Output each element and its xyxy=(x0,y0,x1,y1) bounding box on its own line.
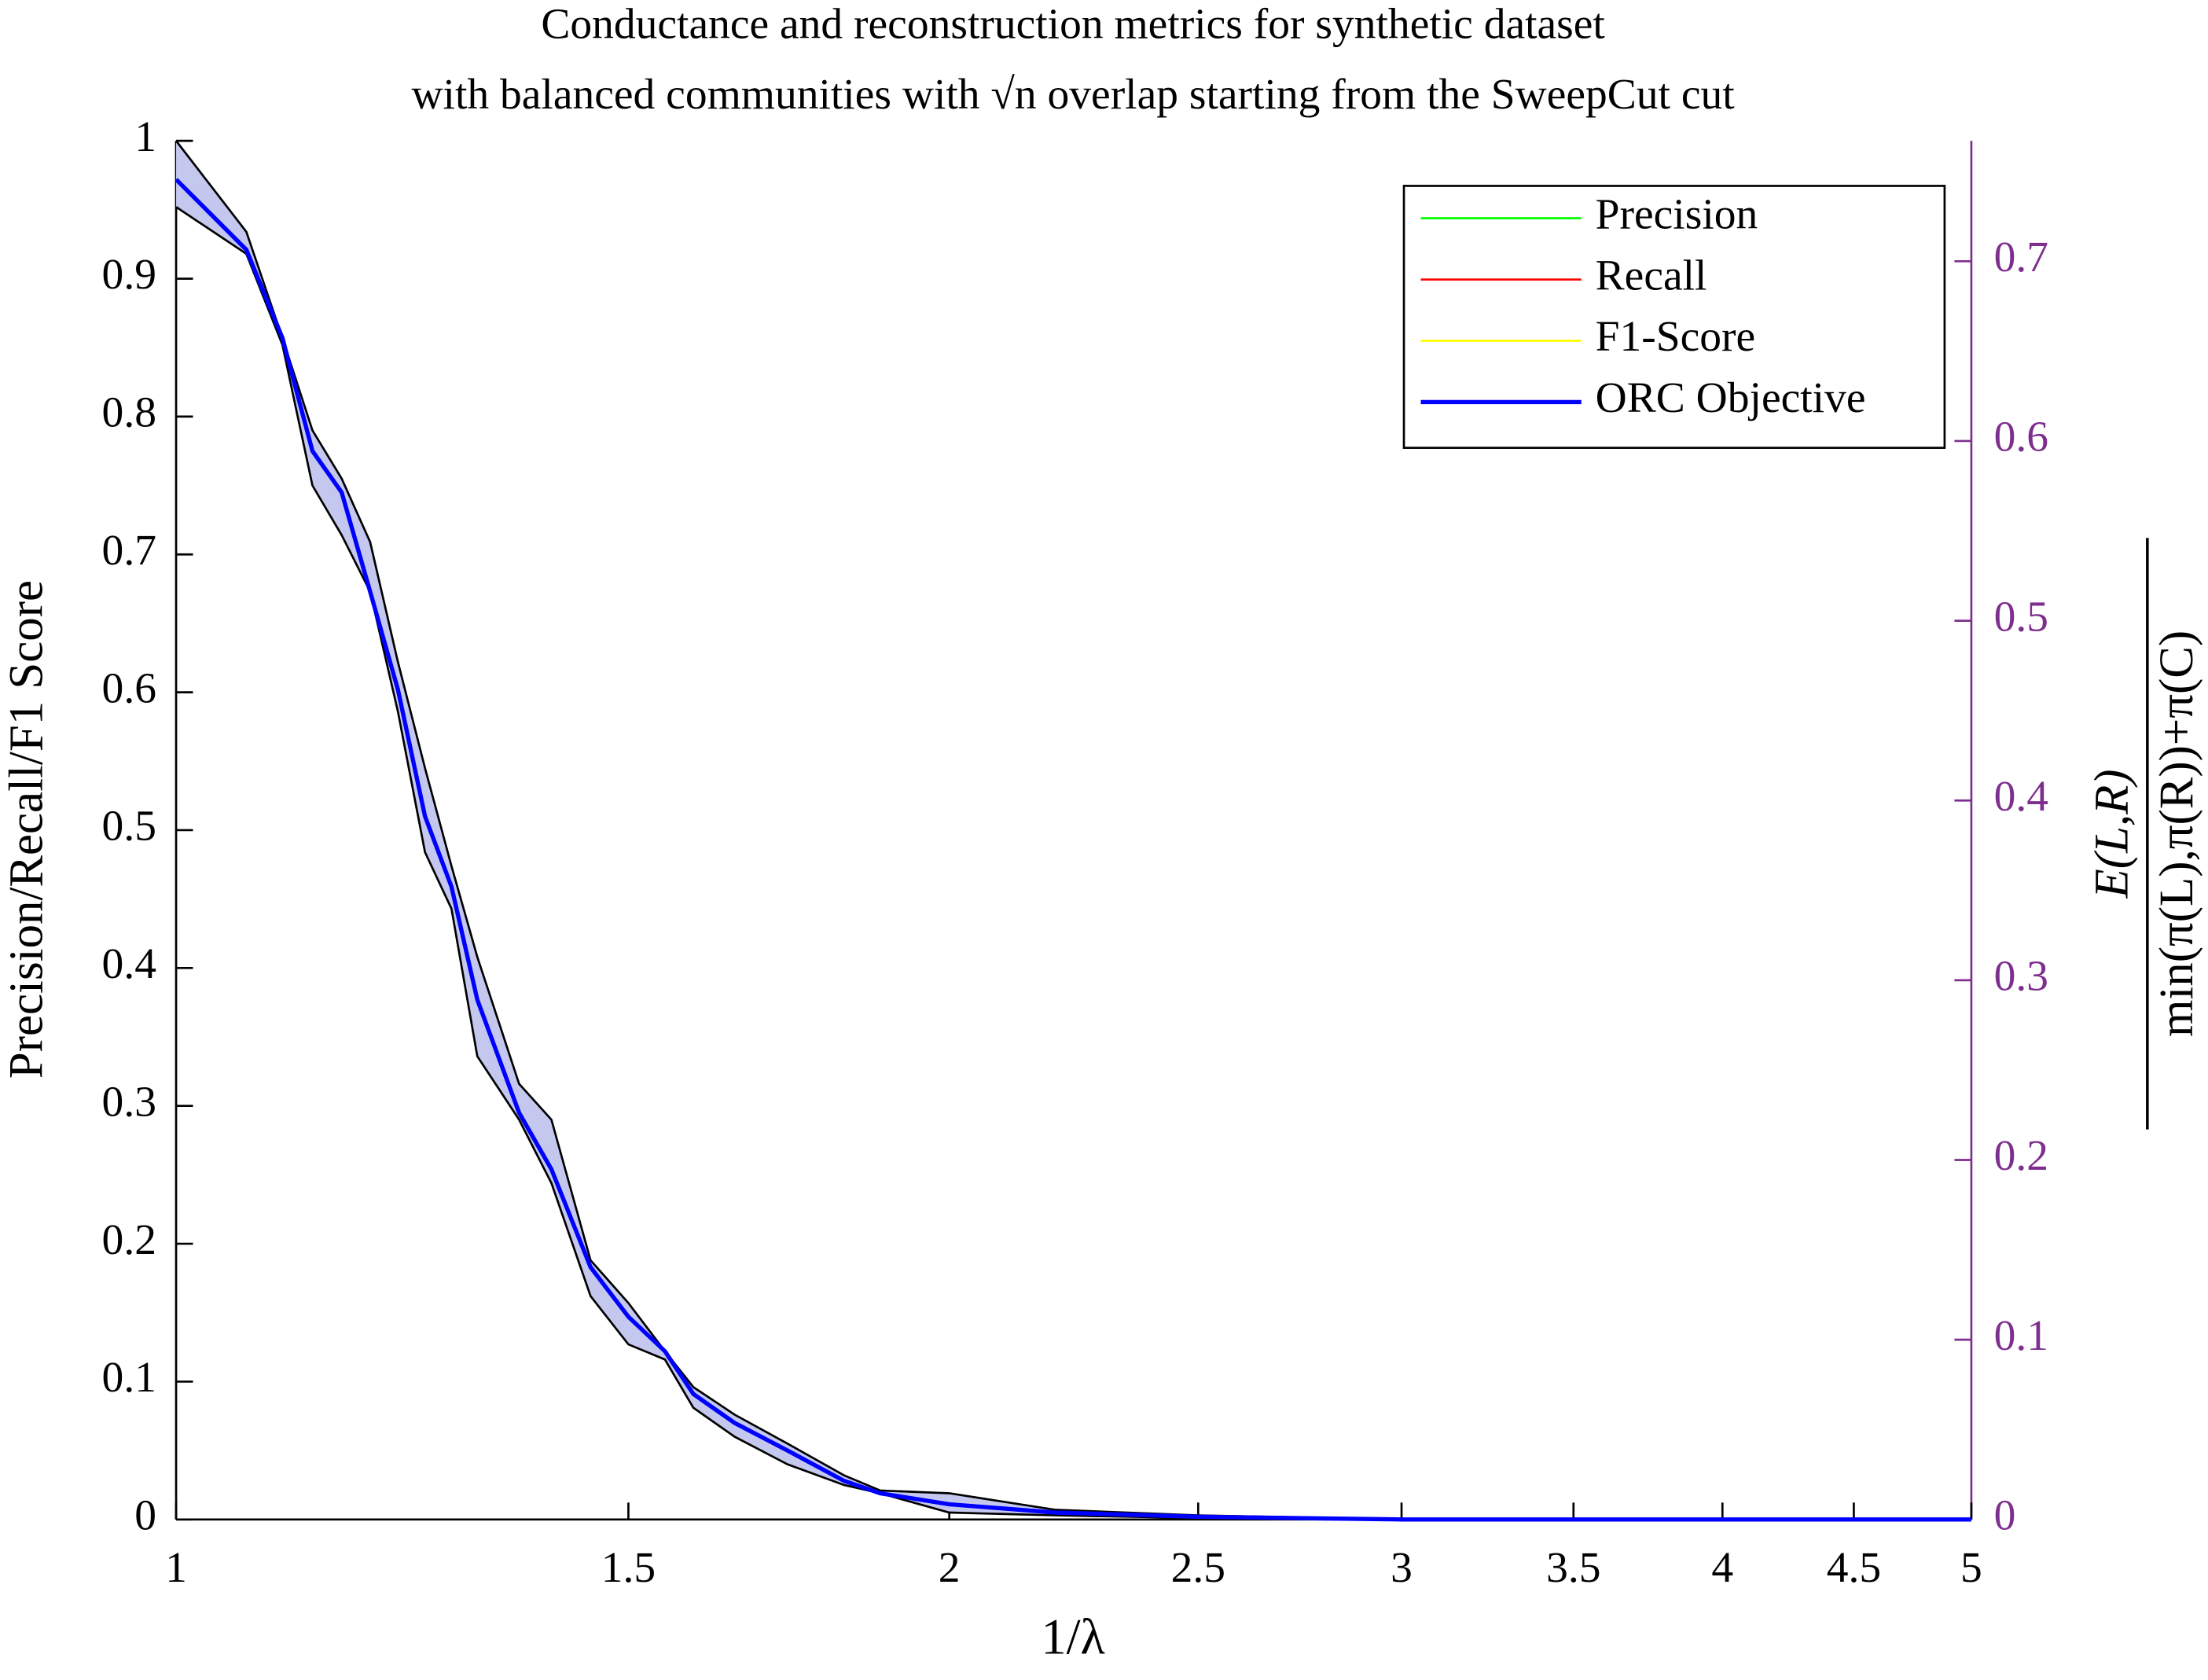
y-axis-label: Precision/Recall/F1 Score xyxy=(1,580,53,1079)
y-tick-label: 0.5 xyxy=(102,803,156,851)
y-tick-label: 0.4 xyxy=(102,940,156,988)
y2-tick-label: 0 xyxy=(1994,1492,2016,1540)
y2-tick-label: 0.2 xyxy=(1994,1132,2048,1180)
y2-label-denominator: min(π(L),π(R))+π(C) xyxy=(2151,630,2203,1037)
y2-tick-label: 0.1 xyxy=(1994,1312,2048,1360)
band-edge xyxy=(175,206,1971,1521)
y2-axis-label: E(L,R) min(π(L),π(R))+π(C) xyxy=(2085,538,2203,1130)
x-tick-label: 4 xyxy=(1711,1544,1733,1592)
y2-tick-label: 0.6 xyxy=(1994,414,2048,461)
y-tick-label: 0 xyxy=(134,1492,156,1540)
x-tick-label: 1 xyxy=(165,1544,187,1592)
x-tick-label: 3 xyxy=(1391,1544,1413,1592)
chart-title: with balanced communities with √n overla… xyxy=(411,71,1735,119)
legend-label: Precision xyxy=(1596,190,1758,238)
y2-label-numerator: E(L,R) xyxy=(2085,769,2138,899)
x-tick-label: 2 xyxy=(939,1544,961,1592)
y-tick-label: 0.7 xyxy=(102,527,156,575)
y2-tick-label: 0.3 xyxy=(1994,953,2048,1001)
x-tick-label: 1.5 xyxy=(601,1544,656,1592)
y-tick-label: 1 xyxy=(134,113,156,161)
legend-label: ORC Objective xyxy=(1596,374,1866,422)
x-axis-label: 1/λ xyxy=(1041,1608,1104,1664)
y-tick-label: 0.6 xyxy=(102,664,156,712)
legend-label: F1-Score xyxy=(1596,313,1756,361)
y-tick-label: 0.2 xyxy=(102,1216,156,1264)
y-tick-label: 0.9 xyxy=(102,251,156,299)
y-tick-label: 0.3 xyxy=(102,1078,156,1126)
y2-tick-label: 0.4 xyxy=(1994,773,2048,821)
chart-title: Conductance and reconstruction metrics f… xyxy=(541,1,1605,49)
series-line xyxy=(175,178,1971,1522)
x-tick-label: 2.5 xyxy=(1171,1544,1225,1592)
y-tick-label: 0.1 xyxy=(102,1354,156,1402)
y-tick-label: 0.8 xyxy=(102,389,156,437)
y2-tick-label: 0.7 xyxy=(1994,233,2048,281)
x-tick-label: 5 xyxy=(1960,1544,1982,1592)
y2-tick-label: 0.5 xyxy=(1994,593,2048,641)
legend-label: Recall xyxy=(1596,252,1707,300)
x-tick-label: 4.5 xyxy=(1827,1544,1881,1592)
band-edge xyxy=(175,140,1971,1521)
x-tick-label: 3.5 xyxy=(1546,1544,1600,1592)
